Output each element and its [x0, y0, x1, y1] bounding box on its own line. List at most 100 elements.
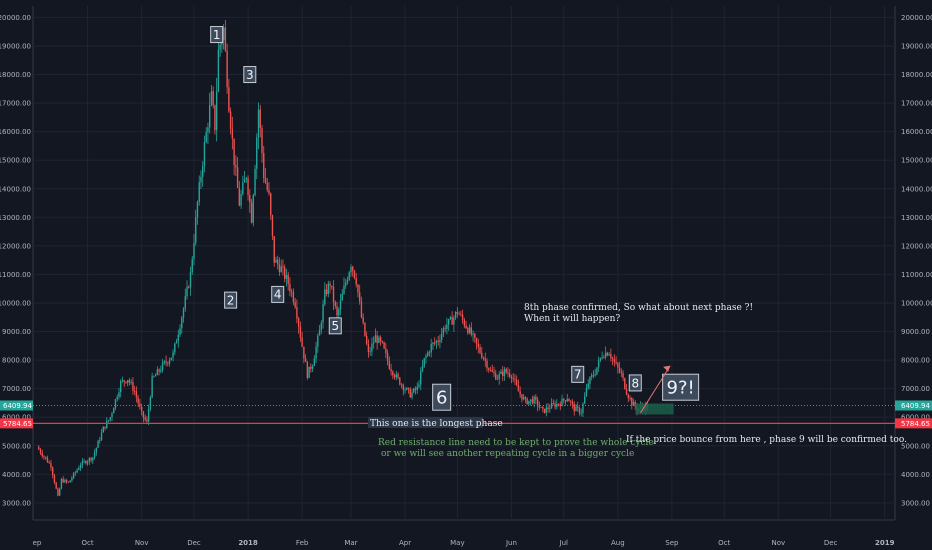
candle-body: [479, 347, 481, 353]
candle-body: [167, 362, 169, 364]
y-tick-label: 8000.00: [2, 357, 31, 365]
candle-body: [510, 376, 513, 378]
candle-body: [338, 309, 340, 316]
y-tick-label: 11000.00: [901, 271, 932, 279]
candle-body: [522, 397, 525, 400]
candle-body: [482, 357, 485, 359]
y-tick-label: 11000.00: [0, 271, 31, 279]
candle-body: [517, 385, 520, 392]
candle-body: [603, 356, 605, 358]
candle-body: [69, 480, 71, 483]
candle-body: [421, 365, 424, 372]
candle-body: [229, 111, 232, 129]
candle-body: [475, 337, 478, 344]
current-price-tag-right: [895, 400, 932, 411]
candle-body: [512, 377, 514, 379]
candle-body: [320, 322, 323, 331]
candle-body: [414, 388, 417, 391]
candle-body: [515, 379, 518, 386]
candle-body: [51, 467, 54, 476]
candle-body: [289, 283, 291, 292]
phase-box: [328, 317, 342, 335]
candle-body: [467, 328, 469, 333]
candle-body: [329, 283, 331, 286]
candle-body: [343, 285, 345, 294]
y-tick-label: 17000.00: [0, 100, 31, 108]
candle-body: [133, 390, 136, 392]
right-price-axis: 3000.00 4000.00 5000.00 6000.00 7000.00 8000.…: [901, 14, 932, 507]
candle-body: [486, 360, 488, 369]
candle-body: [507, 372, 509, 374]
candle-body: [292, 292, 295, 303]
candle-body: [317, 335, 319, 347]
phase-box: [432, 383, 452, 411]
candle-body: [172, 352, 174, 358]
candle-body: [202, 165, 204, 177]
candle-body: [142, 411, 145, 418]
bounce-note: If the price bounce from here , phase 9 …: [626, 435, 907, 445]
candle-body: [270, 193, 272, 216]
candle-body: [210, 91, 213, 106]
x-tick-label: Sep: [665, 539, 679, 547]
candle-body: [587, 383, 589, 389]
candle-body: [529, 399, 532, 401]
candle-body: [573, 403, 575, 412]
candle-body: [447, 318, 450, 325]
candle-body: [301, 337, 303, 347]
candle-body: [407, 387, 410, 390]
candle-body: [474, 333, 476, 338]
x-tick-label: May: [450, 539, 464, 547]
phase-label-1: 1: [210, 26, 224, 44]
candle-body: [559, 404, 561, 407]
y-tick-label: 12000.00: [901, 242, 932, 250]
candle-body: [395, 374, 398, 378]
candle-body: [622, 372, 624, 379]
candle-body: [212, 91, 214, 106]
candle-body: [402, 384, 404, 390]
x-tick-label: Jul: [559, 539, 569, 547]
candle-body: [43, 456, 45, 457]
candle-body: [107, 420, 110, 421]
y-tick-label: 20000.00: [0, 14, 31, 22]
candle-body: [275, 259, 277, 263]
candle-body: [207, 127, 209, 133]
y-tick-label: 5000.00: [901, 442, 930, 450]
candle-body: [257, 109, 260, 138]
candle-body: [290, 291, 293, 293]
resistance-label: 5784.65: [901, 420, 930, 428]
candle-body: [88, 458, 91, 462]
candle-body: [71, 477, 73, 481]
candle-body: [341, 293, 343, 301]
candle-body: [606, 352, 609, 356]
candle-body: [100, 432, 103, 440]
candle-body: [175, 341, 178, 344]
candle-body: [386, 352, 389, 362]
candle-body: [583, 396, 586, 404]
candle-body: [374, 335, 377, 343]
candle-body: [381, 341, 384, 343]
candle-body: [252, 195, 254, 223]
y-tick-label: 14000.00: [901, 185, 932, 193]
candle-body: [432, 342, 434, 345]
candle-body: [538, 406, 541, 408]
candle-body: [189, 271, 192, 288]
candle-body: [140, 406, 143, 412]
candle-body: [304, 358, 307, 362]
resistance-label: 5784.65: [3, 420, 32, 428]
phase-box: [662, 373, 700, 401]
candle-body: [256, 137, 258, 169]
y-tick-label: 5000.00: [2, 442, 31, 450]
candle-body: [430, 344, 432, 353]
phase-label-5: 5: [328, 317, 342, 335]
phase-box: [571, 365, 585, 383]
phase-box: [628, 374, 642, 392]
candle-body: [632, 402, 635, 406]
candle-body: [170, 357, 173, 361]
candle-body: [575, 406, 577, 412]
candle-body: [496, 379, 499, 380]
candle-body: [303, 346, 305, 359]
candle-body: [519, 391, 521, 395]
y-tick-label: 6000.00: [2, 414, 31, 422]
